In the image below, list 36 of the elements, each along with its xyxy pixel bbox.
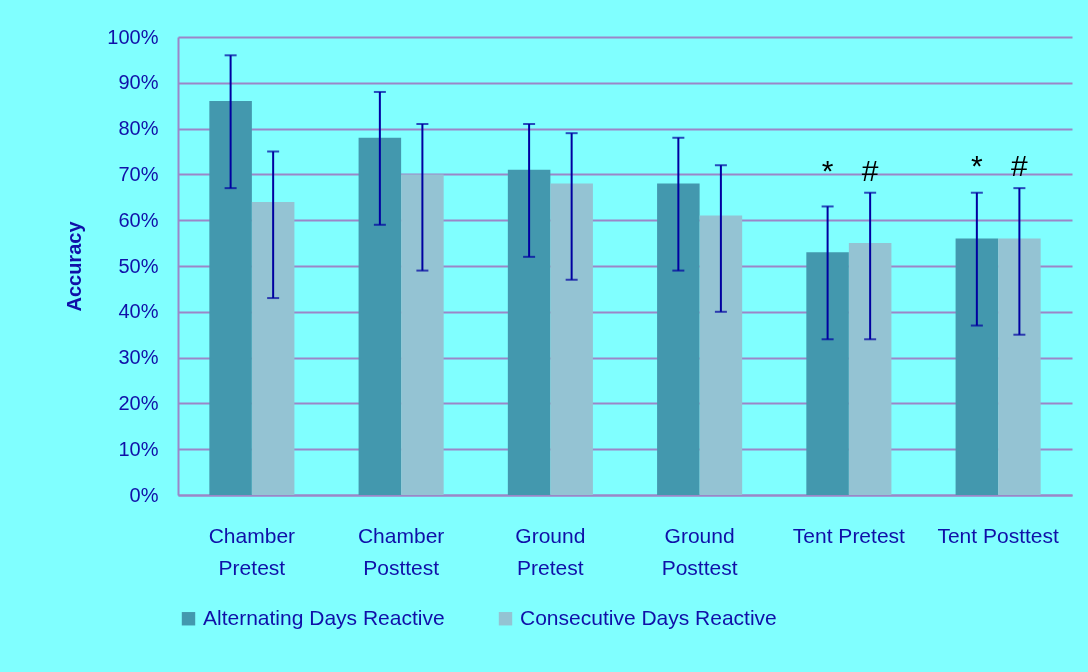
- bar: [848, 243, 892, 495]
- bar: [251, 201, 295, 495]
- y-tick-label: 60%: [118, 208, 159, 231]
- bar: [358, 137, 402, 495]
- x-tick-label: Tent Posttest: [937, 523, 1059, 547]
- bar: [507, 169, 551, 495]
- x-tick-label: Chamber Pretest: [208, 523, 296, 579]
- bar: [699, 215, 743, 495]
- y-tick-label: 40%: [118, 300, 159, 323]
- annotation: *: [821, 153, 834, 187]
- bar: [401, 174, 444, 495]
- y-tick-label: 100%: [107, 25, 159, 48]
- y-axis-title: Accuracy: [63, 220, 86, 312]
- bar: [209, 101, 252, 495]
- y-tick-label: 10%: [118, 437, 159, 460]
- x-tick-label: Ground Pretest: [515, 523, 586, 579]
- bar: [955, 238, 999, 495]
- y-tick-label: 20%: [118, 391, 159, 414]
- bar: [657, 183, 700, 495]
- legend-label: Consecutive Days Reactive: [520, 605, 777, 629]
- y-tick-label: 0%: [129, 483, 159, 506]
- annotation: #: [1011, 149, 1029, 183]
- legend-label: Alternating Days Reactive: [203, 605, 445, 629]
- x-tick-label: Chamber Posttest: [357, 523, 445, 579]
- bar: [998, 238, 1041, 495]
- bar: [806, 252, 849, 495]
- annotation: #: [861, 153, 879, 187]
- y-tick-label: 80%: [118, 117, 159, 140]
- y-tick-label: 70%: [118, 162, 159, 185]
- annotation: *: [971, 149, 984, 183]
- x-tick-label: Tent Pretest: [792, 523, 906, 547]
- y-tick-label: 30%: [118, 346, 159, 369]
- y-tick-label: 50%: [118, 254, 159, 277]
- y-tick-label: 90%: [118, 71, 159, 94]
- x-tick-label: Ground Posttest: [661, 523, 738, 579]
- bar: [550, 183, 593, 495]
